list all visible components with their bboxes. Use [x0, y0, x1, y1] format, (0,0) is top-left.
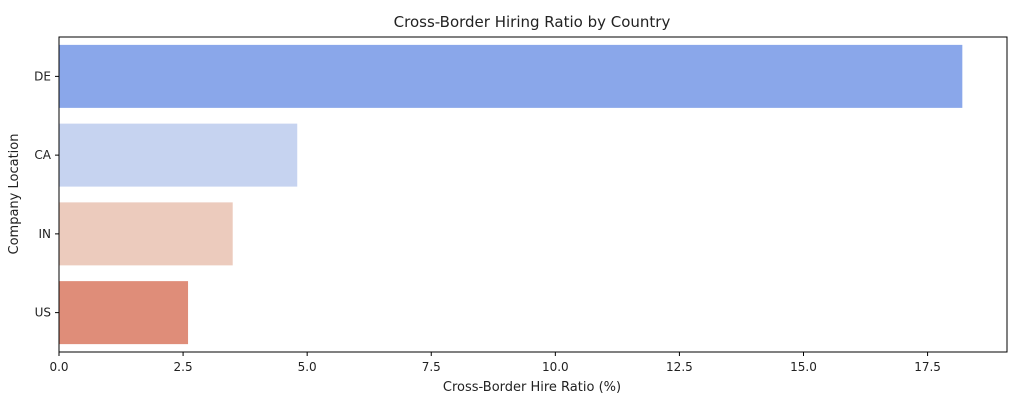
y-tick-label: IN	[38, 227, 51, 241]
y-axis-ticks: DE CA IN US	[34, 69, 59, 320]
x-tick-label: 12.5	[666, 360, 693, 374]
x-tick-label: 17.5	[914, 360, 941, 374]
x-tick-label: 15.0	[790, 360, 817, 374]
x-axis-ticks: 0.0 2.5 5.0 7.5 10.0 12.5 15.0 17.5	[49, 352, 941, 374]
x-tick-label: 2.5	[174, 360, 193, 374]
bars	[59, 44, 963, 345]
chart-title: Cross-Border Hiring Ratio by Country	[394, 13, 671, 31]
y-tick-label: CA	[34, 148, 51, 162]
x-tick-label: 7.5	[422, 360, 441, 374]
bar-ca	[59, 123, 298, 187]
y-tick-label: US	[35, 306, 51, 320]
bar-de	[59, 44, 963, 108]
y-tick-label: DE	[34, 69, 51, 83]
bar-us	[59, 281, 189, 345]
x-tick-label: 5.0	[298, 360, 317, 374]
plot-area-frame	[58, 36, 1008, 353]
y-axis-label: Company Location	[7, 134, 22, 255]
bar-in	[59, 202, 233, 266]
x-tick-label: 0.0	[49, 360, 68, 374]
x-tick-label: 10.0	[542, 360, 569, 374]
x-axis-label: Cross-Border Hire Ratio (%)	[443, 380, 621, 395]
